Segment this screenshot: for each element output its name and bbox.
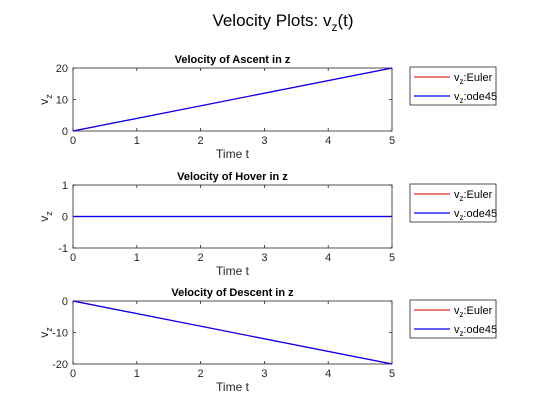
x-tick-label: 2 (198, 252, 204, 264)
y-tick-label: 0 (62, 212, 68, 224)
subplot-3: 0 1 2 3 4 5 -20 -10 0 Velocity of Descent in z Tim… (37, 287, 497, 394)
y-axis-label: vz (37, 327, 54, 338)
x-tick-label: 3 (261, 135, 267, 147)
y-tick-label: -10 (52, 328, 68, 340)
x-tick-label: 5 (389, 368, 395, 380)
x-tick-label: 1 (134, 368, 140, 380)
legend-box (409, 66, 497, 106)
legend-label-euler: vz:Euler (454, 189, 493, 203)
legend-label-ode45: vz:ode45 (454, 208, 497, 222)
x-tick-label: 1 (134, 135, 140, 147)
x-tick-label: 4 (325, 368, 331, 380)
x-tick-label: 4 (325, 135, 331, 147)
x-tick-label: 5 (389, 135, 395, 147)
y-tick-label: 0 (62, 126, 68, 138)
legend-label-ode45: vz:ode45 (454, 324, 497, 338)
x-tick-label: 5 (389, 252, 395, 264)
subplot-title: Velocity of Ascent in z (175, 54, 291, 66)
y-tick-label: 10 (56, 95, 68, 107)
legend-label-euler: vz:Euler (454, 305, 493, 319)
y-tick-label: -1 (58, 243, 68, 255)
series-line-ode45 (72, 300, 393, 365)
x-tick-label: 0 (70, 135, 76, 147)
y-tick-label: 1 (62, 180, 68, 192)
x-tick-label: 2 (198, 135, 204, 147)
subplot-title: Velocity of Descent in z (171, 287, 294, 299)
y-tick-label: 20 (56, 63, 68, 75)
legend: vz:Euler vz:ode45 (409, 183, 497, 223)
x-tick-label: 1 (134, 252, 140, 264)
legend-label-euler: vz:Euler (454, 72, 493, 86)
x-tick-label: 0 (70, 252, 76, 264)
x-tick-label: 3 (261, 252, 267, 264)
y-tick-label: 0 (62, 296, 68, 308)
x-tick-label: 2 (198, 368, 204, 380)
x-tick-label: 4 (325, 252, 331, 264)
legend: vz:Euler vz:ode45 (409, 66, 497, 106)
legend-box (409, 299, 497, 339)
legend-box (409, 183, 497, 223)
x-axis-label: Time t (216, 147, 250, 161)
legend: vz:Euler vz:ode45 (409, 299, 497, 339)
x-axis-label: Time t (216, 264, 250, 278)
subplot-1: 0 1 2 3 4 5 0 10 20 Velocity of Ascent in z Time t… (37, 54, 497, 161)
figure-title: Velocity Plots: vz(t) (212, 11, 353, 34)
subplot-title: Velocity of Hover in z (177, 171, 288, 183)
y-tick-label: -20 (52, 359, 68, 371)
x-tick-label: 3 (261, 368, 267, 380)
x-tick-label: 0 (70, 368, 76, 380)
x-axis-label: Time t (216, 380, 250, 394)
y-axis-label: vz (37, 94, 54, 105)
legend-label-ode45: vz:ode45 (454, 91, 497, 105)
series-line-ode45 (72, 67, 393, 132)
y-axis-label: vz (37, 211, 54, 222)
